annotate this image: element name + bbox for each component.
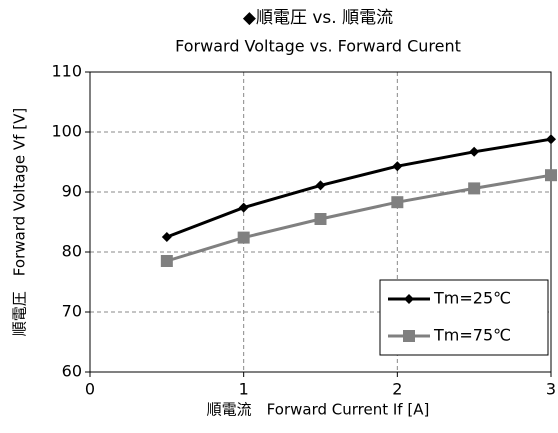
marker	[238, 202, 249, 213]
series-line	[166, 137, 552, 239]
marker	[160, 255, 173, 267]
series-line	[166, 173, 552, 263]
marker	[469, 146, 480, 157]
legend-marker	[403, 330, 415, 342]
legend-marker	[404, 294, 414, 304]
marker	[391, 196, 404, 209]
legend-box	[379, 279, 549, 356]
x-tick-label: 1	[239, 380, 249, 399]
plot-frame	[89, 71, 552, 373]
y-tick-label: 90	[62, 182, 82, 201]
y-axis-label: 順電圧 Forward Voltage Vf [V]	[11, 108, 29, 336]
marker	[237, 231, 250, 244]
marker	[546, 134, 556, 145]
marker	[314, 213, 327, 225]
x-tick-label: 2	[392, 380, 402, 399]
marker	[468, 182, 481, 195]
x-tick-label: 3	[546, 380, 556, 399]
x-tick-label: 0	[85, 380, 95, 399]
chart-title: ◆順電圧 vs. 順電流	[243, 8, 393, 28]
x-axis-label: 順電流 Forward Current If [A]	[207, 401, 430, 419]
marker	[545, 169, 557, 182]
marker	[161, 232, 172, 242]
y-tick-label: 110	[51, 62, 82, 81]
y-tick-label: 100	[51, 122, 82, 141]
y-tick-label: 80	[62, 242, 82, 261]
marker	[392, 161, 403, 172]
marker	[315, 180, 326, 191]
y-tick-label: 70	[62, 302, 82, 321]
y-tick-label: 60	[62, 362, 82, 381]
legend-label: Tm=25℃	[433, 289, 511, 308]
chart-subtitle: Forward Voltage vs. Forward Curent	[175, 37, 461, 56]
legend-label: Tm=75℃	[433, 326, 511, 345]
